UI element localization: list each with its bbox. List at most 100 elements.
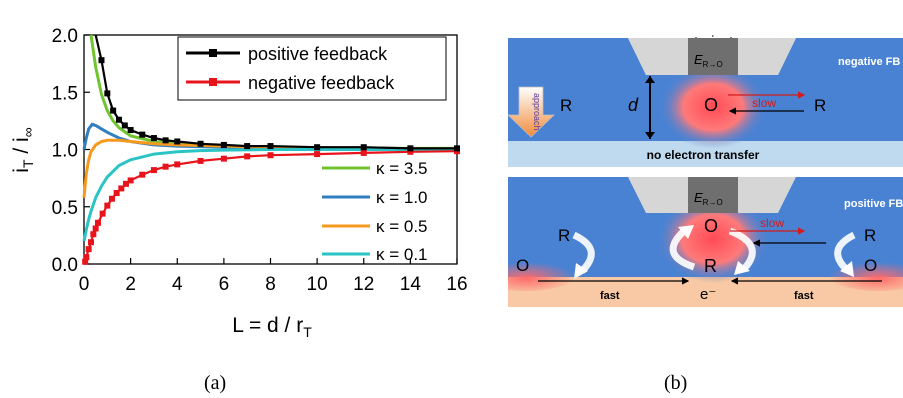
fast-right: fast [794, 290, 814, 302]
y-axis-label: iT / i∞ [10, 127, 36, 172]
data-point-positive-feedback [360, 144, 367, 151]
x-axis: 0 2 4 6 8 10 12 14 16 [79, 258, 468, 295]
R-left-bottom: R [558, 226, 570, 245]
d-label: d [628, 95, 639, 115]
legend-positive: positive feedback [248, 44, 388, 64]
data-point-positive-feedback [150, 135, 157, 142]
data-point-negative-feedback [108, 195, 115, 202]
positive-feedback-panel: ER→O positive FB R O O R slow R O fast f… [508, 177, 903, 307]
y-axis: 0.0 0.5 1.0 1.5 2.0 [52, 26, 90, 276]
data-point-negative-feedback [83, 254, 90, 261]
data-point-positive-feedback [244, 143, 251, 150]
data-point-negative-feedback [82, 258, 89, 265]
slow-top: slow [752, 96, 776, 110]
slow-bottom: slow [760, 216, 784, 230]
fast-left: fast [600, 290, 620, 302]
data-point-negative-feedback [113, 190, 120, 197]
data-point-negative-feedback [267, 152, 274, 159]
x-axis-label: L = d / rT [232, 314, 312, 340]
y-tick-label: 0.5 [52, 198, 78, 219]
R-right-top: R [814, 96, 826, 115]
caption-b: (b) [664, 372, 688, 394]
O-top: O [704, 95, 718, 115]
cycle-arrow-right [834, 231, 856, 272]
data-point-negative-feedback [244, 153, 251, 160]
caption-a: (a) [204, 372, 227, 394]
data-point-negative-feedback [99, 210, 106, 217]
data-point-positive-feedback [174, 138, 181, 145]
data-point-positive-feedback [197, 140, 204, 147]
electrode-label-top: ER→O [694, 52, 723, 69]
cycle-arrow-left [572, 231, 595, 274]
data-point-negative-feedback [314, 151, 321, 158]
data-point-positive-feedback [139, 131, 146, 138]
x-tick-label: 14 [400, 274, 422, 295]
data-point-negative-feedback [150, 167, 157, 174]
cycle-arrow-center-right [728, 227, 756, 272]
data-point-positive-feedback [121, 122, 128, 129]
legend-kappa-1-0: κ = 1.0 [376, 188, 428, 207]
series-line--0-1 [82, 148, 457, 242]
data-point-negative-feedback [92, 225, 99, 232]
data-point-positive-feedback [115, 116, 122, 123]
legend-kappa-0-1: κ = 0.1 [376, 245, 428, 264]
legend-kappa-3-5: κ = 3.5 [376, 159, 428, 178]
legend-negative: negative feedback [248, 73, 395, 93]
data-point-negative-feedback [90, 231, 97, 238]
panel-b-diagram: rT ER→O negative FB approach R d O slow … [508, 35, 903, 307]
data-point-negative-feedback [174, 161, 181, 168]
x-tick-label: 12 [353, 274, 374, 295]
data-point-positive-feedback [454, 145, 460, 152]
R-right-bottom: R [864, 226, 876, 245]
data-point-negative-feedback [360, 149, 367, 156]
data-point-negative-feedback [127, 177, 134, 184]
data-point-positive-feedback [127, 127, 134, 134]
y-tick-label: 1.0 [52, 141, 78, 162]
data-point-positive-feedback [267, 143, 274, 150]
data-point-positive-feedback [98, 57, 105, 64]
data-point-negative-feedback [197, 157, 204, 164]
data-point-negative-feedback [407, 148, 414, 155]
series-layer [82, 34, 460, 265]
electron-label: e⁻ [700, 286, 716, 303]
x-tick-label: 16 [446, 274, 467, 295]
O-left-bottom: O [516, 256, 529, 275]
x-tick-label: 2 [125, 274, 136, 295]
x-tick-label: 10 [307, 274, 328, 295]
data-point-positive-feedback [104, 90, 111, 97]
legend-box: positive feedback negative feedback [177, 36, 447, 101]
data-point-positive-feedback [162, 137, 169, 144]
x-tick-label: 4 [172, 274, 183, 295]
x-tick-label: 6 [219, 274, 230, 295]
data-point-negative-feedback [94, 219, 101, 226]
negative-feedback-panel: ER→O negative FB approach R d O slow R n… [508, 38, 903, 167]
data-point-positive-feedback [110, 107, 117, 114]
y-tick-label: 2.0 [52, 26, 78, 47]
O-right-bottom: O [864, 256, 877, 275]
legend-kappa-0-5: κ = 0.5 [376, 217, 428, 236]
data-point-negative-feedback [122, 180, 129, 187]
y-tick-label: 0.0 [52, 255, 78, 276]
O-center-bottom: O [704, 216, 718, 236]
y-tick-label: 1.5 [52, 83, 78, 104]
data-point-negative-feedback [118, 185, 125, 192]
R-left-top: R [560, 96, 572, 115]
approach-label: approach [532, 93, 542, 131]
cycle-arrow-center-left [669, 228, 696, 271]
data-point-positive-feedback [314, 144, 321, 151]
electrode-label-bottom: ER→O [694, 190, 723, 207]
chart-a: 0.0 0.5 1.0 1.5 2.0 0 2 4 6 8 10 12 14 16 iT / i∞ L … [10, 26, 468, 340]
negative-fb-label: negative FB [838, 56, 900, 68]
approach-arrow [508, 86, 555, 138]
rT-label: rT [706, 35, 717, 39]
data-point-positive-feedback [407, 145, 414, 152]
kappa-legend: κ = 3.5 κ = 1.0 κ = 0.5 κ = 0.1 [322, 159, 428, 264]
data-point-negative-feedback [85, 246, 92, 253]
R-center-bottom: R [704, 256, 717, 276]
data-point-positive-feedback [220, 141, 227, 148]
data-point-negative-feedback [162, 163, 169, 170]
data-point-negative-feedback [104, 202, 111, 209]
data-point-negative-feedback [139, 171, 146, 178]
x-tick-label: 8 [265, 274, 276, 295]
x-tick-label: 0 [79, 274, 90, 295]
